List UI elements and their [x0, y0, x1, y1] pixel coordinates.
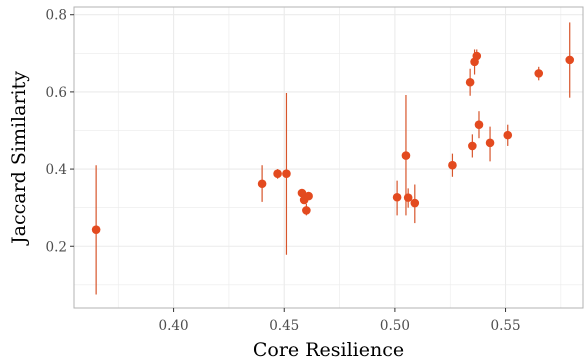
x-tick-label: 0.40	[159, 318, 189, 334]
error-bars	[95, 22, 571, 295]
data-point	[410, 198, 420, 208]
data-point	[403, 193, 413, 202]
data-point	[565, 55, 575, 65]
data-point	[448, 160, 457, 170]
x-tick-label: 0.45	[269, 318, 299, 334]
data-point	[91, 225, 101, 234]
y-tick-label: 0.8	[46, 8, 67, 24]
x-axis-ticks: 0.40 0.45 0.50 0.55	[159, 308, 521, 334]
x-tick-label: 0.55	[491, 318, 521, 334]
y-tick-label: 0.4	[46, 162, 67, 178]
data-point	[468, 141, 477, 151]
data-point	[304, 191, 313, 201]
data-point	[474, 120, 484, 129]
data-point	[257, 179, 267, 189]
y-axis-ticks: 0.2 0.4 0.6 0.8	[46, 8, 74, 255]
data-point	[503, 130, 513, 140]
data-point	[282, 169, 291, 179]
data-point	[392, 192, 402, 202]
data-point	[465, 77, 475, 87]
data-point	[534, 69, 544, 78]
data-point	[302, 206, 311, 215]
data-point	[472, 51, 482, 61]
data-point	[273, 169, 282, 179]
x-tick-label: 0.50	[380, 318, 410, 334]
y-axis-title: Jaccard Similarity	[8, 71, 30, 246]
y-tick-label: 0.2	[46, 239, 67, 255]
data-points	[91, 51, 575, 234]
data-point	[401, 151, 411, 160]
y-tick-label: 0.6	[46, 85, 67, 101]
plot-panel-border	[73, 6, 584, 309]
x-axis-title: Core Resilience	[253, 339, 404, 360]
data-point	[485, 138, 495, 148]
data-point	[297, 188, 307, 198]
grid-lines	[74, 7, 583, 308]
